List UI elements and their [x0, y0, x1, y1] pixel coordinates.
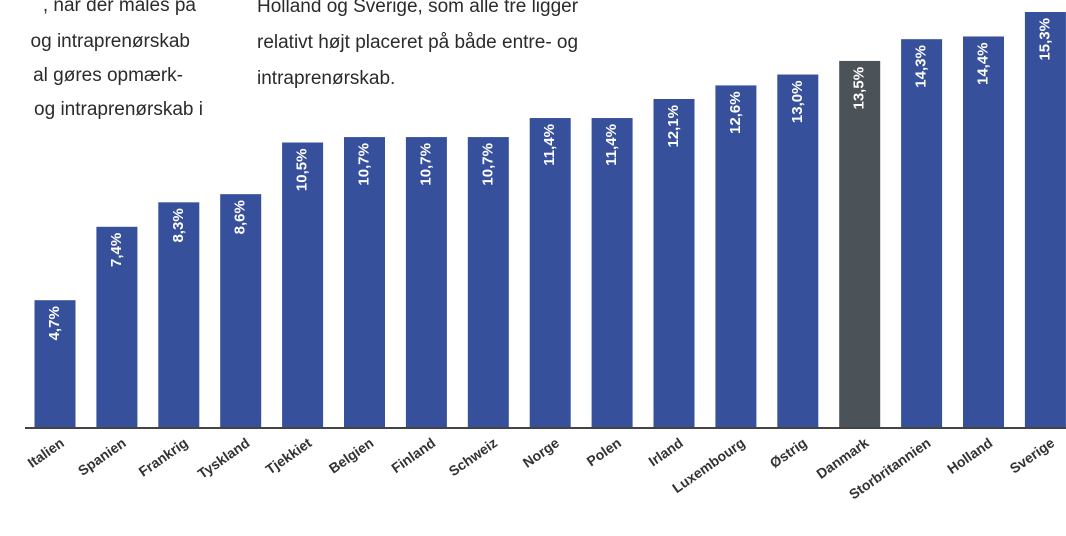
annotation-text: , når der måles på — [43, 0, 197, 16]
x-tick-label: Frankrig — [136, 434, 191, 479]
value-label: 4,7% — [46, 306, 63, 340]
value-label: 8,6% — [232, 200, 249, 234]
x-tick-label: Danmark — [813, 434, 871, 482]
value-label: 15,3% — [1036, 18, 1053, 61]
value-label: 10,7% — [479, 143, 496, 186]
x-tick-label: Holland — [944, 434, 995, 477]
bar — [777, 74, 819, 428]
bar — [282, 142, 324, 428]
bar — [34, 300, 76, 428]
x-tick-label: Tjekkiet — [263, 434, 315, 477]
bar — [405, 137, 447, 428]
value-label: 11,4% — [603, 124, 620, 166]
value-label: 10,5% — [294, 149, 311, 192]
value-label: 13,0% — [789, 81, 806, 124]
value-label: 12,6% — [727, 91, 744, 134]
x-tick-label: Italien — [25, 434, 67, 470]
value-label: 8,3% — [170, 208, 187, 242]
x-tick-label: Norge — [520, 434, 562, 470]
value-label: 13,5% — [851, 67, 868, 110]
x-tick-label: Tyskland — [194, 434, 252, 481]
annotation-text: Holland og Sverige, som alle tre ligger — [257, 0, 579, 17]
bar — [715, 85, 757, 428]
x-tick-label: Schweiz — [446, 434, 500, 479]
bar — [158, 202, 200, 428]
value-label: 11,4% — [541, 124, 558, 166]
bar — [467, 137, 509, 428]
x-tick-label: Irland — [645, 434, 685, 469]
x-tick-label: Spanien — [75, 434, 129, 478]
bar — [653, 99, 695, 429]
annotation-text: al gøres opmærk- — [33, 65, 183, 86]
bar — [839, 60, 881, 429]
value-label: 14,4% — [974, 42, 991, 85]
value-label: 10,7% — [417, 143, 434, 186]
bar — [1024, 12, 1066, 428]
annotation-text: relativt højt placeret på både entre- og — [257, 32, 578, 53]
annotation-text: og intraprenørskab i — [34, 99, 203, 120]
value-label: 10,7% — [355, 143, 372, 186]
value-label: 7,4% — [108, 233, 125, 267]
annotation-text: og intraprenørskab — [31, 31, 190, 52]
bar — [529, 118, 571, 428]
value-label: 14,3% — [913, 45, 930, 88]
x-tick-label: Polen — [584, 434, 624, 469]
value-label: 12,1% — [665, 105, 682, 148]
x-tick-label: Finland — [388, 434, 438, 476]
bar — [963, 36, 1004, 429]
bar — [96, 226, 138, 428]
bar — [901, 39, 943, 428]
annotation-text: intraprenørskab. — [257, 68, 395, 89]
bar — [220, 194, 262, 428]
bar — [591, 118, 633, 428]
x-tick-label: Østrig — [767, 434, 810, 471]
bar — [344, 137, 385, 428]
x-tick-label: Belgien — [326, 434, 377, 476]
x-tick-label: Sverige — [1007, 434, 1058, 476]
